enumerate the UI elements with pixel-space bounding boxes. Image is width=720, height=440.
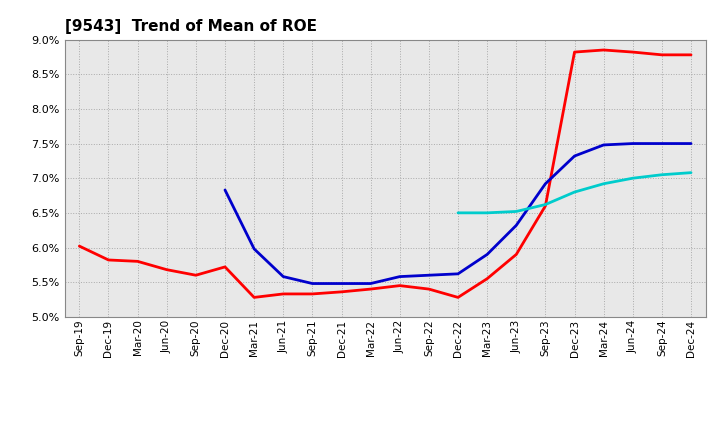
3 Years: [512, 252, 521, 257]
5 Years: [425, 272, 433, 278]
3 Years: [220, 264, 229, 270]
3 Years: [192, 272, 200, 278]
5 Years: [454, 271, 462, 276]
7 Years: [657, 172, 666, 177]
3 Years: [366, 286, 375, 292]
5 Years: [687, 141, 696, 146]
3 Years: [425, 286, 433, 292]
5 Years: [512, 223, 521, 228]
3 Years: [337, 289, 346, 294]
5 Years: [395, 274, 404, 279]
7 Years: [541, 202, 550, 207]
5 Years: [657, 141, 666, 146]
7 Years: [454, 210, 462, 216]
3 Years: [250, 295, 258, 300]
3 Years: [657, 52, 666, 58]
3 Years: [308, 291, 317, 297]
3 Years: [570, 49, 579, 55]
Line: 3 Years: 3 Years: [79, 50, 691, 297]
5 Years: [366, 281, 375, 286]
7 Years: [687, 170, 696, 175]
3 Years: [687, 52, 696, 58]
3 Years: [541, 203, 550, 209]
5 Years: [629, 141, 637, 146]
3 Years: [599, 48, 608, 53]
Line: 7 Years: 7 Years: [458, 172, 691, 213]
5 Years: [541, 181, 550, 187]
3 Years: [279, 291, 287, 297]
7 Years: [629, 176, 637, 181]
3 Years: [629, 49, 637, 55]
Text: [9543]  Trend of Mean of ROE: [9543] Trend of Mean of ROE: [65, 19, 317, 34]
5 Years: [570, 154, 579, 159]
7 Years: [483, 210, 492, 216]
3 Years: [163, 267, 171, 272]
5 Years: [220, 187, 229, 193]
7 Years: [570, 189, 579, 194]
3 Years: [395, 283, 404, 288]
3 Years: [483, 276, 492, 281]
5 Years: [483, 252, 492, 257]
Line: 5 Years: 5 Years: [225, 143, 691, 283]
5 Years: [250, 246, 258, 252]
7 Years: [599, 181, 608, 187]
3 Years: [75, 243, 84, 249]
3 Years: [133, 259, 142, 264]
3 Years: [454, 295, 462, 300]
5 Years: [337, 281, 346, 286]
5 Years: [279, 274, 287, 279]
5 Years: [599, 142, 608, 147]
5 Years: [308, 281, 317, 286]
7 Years: [512, 209, 521, 214]
3 Years: [104, 257, 113, 263]
